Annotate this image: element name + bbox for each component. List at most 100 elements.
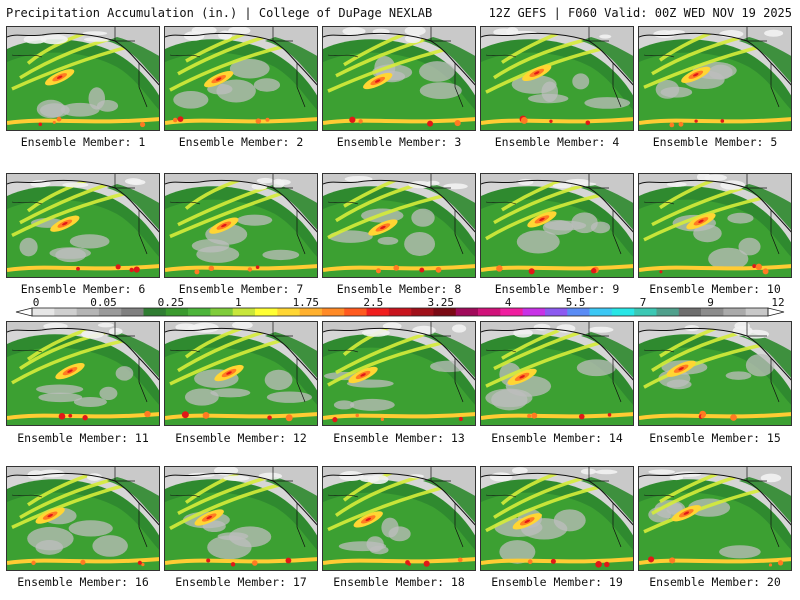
precip-map (7, 467, 159, 570)
ensemble-member-label: Ensemble Member: 14 (491, 431, 623, 445)
ensemble-member-label: Ensemble Member: 15 (649, 431, 781, 445)
legend-swatch (567, 308, 590, 316)
ensemble-member-label: Ensemble Member: 5 (652, 135, 778, 149)
legend-swatch (678, 308, 702, 316)
precip-map (165, 27, 317, 130)
ensemble-member-label: Ensemble Member: 4 (494, 135, 620, 149)
legend-tick-label: 4 (505, 298, 512, 309)
legend-swatch (344, 308, 367, 316)
legend-swatch (32, 308, 55, 316)
legend-tick-label: 12 (771, 298, 784, 309)
legend-tick-label: 0.25 (158, 298, 185, 309)
precip-map (7, 174, 159, 277)
ensemble-member-label: Ensemble Member: 9 (494, 282, 620, 296)
precip-map (323, 322, 475, 425)
precip-map (165, 322, 317, 425)
precip-map (7, 322, 159, 425)
legend-swatch (433, 308, 457, 316)
legend-tick-label: 9 (707, 298, 714, 309)
ensemble-map-panel (6, 173, 160, 278)
legend-swatch (611, 308, 635, 316)
ensemble-map-panel (322, 321, 476, 426)
legend-swatch (500, 308, 523, 316)
legend-swatch (723, 308, 746, 316)
precip-map (323, 174, 475, 277)
ensemble-map-panel (480, 466, 634, 571)
legend-swatch (98, 308, 122, 316)
legend-swatch (121, 308, 144, 316)
ensemble-map-panel (322, 466, 476, 571)
legend-tick-label: 1 (235, 298, 242, 309)
ensemble-member-label: Ensemble Member: 12 (175, 431, 307, 445)
ensemble-member-label: Ensemble Member: 11 (17, 431, 149, 445)
run-info: 12Z GEFS | F060 Valid: 00Z WED NOV 19 20… (488, 6, 792, 20)
precip-map (481, 322, 633, 425)
legend-swatch (188, 308, 211, 316)
ensemble-map-panel (480, 26, 634, 131)
legend-tick-label: 2.5 (363, 298, 383, 309)
precip-map (639, 27, 791, 130)
ensemble-member-label: Ensemble Member: 6 (20, 282, 146, 296)
ensemble-map-panel (480, 321, 634, 426)
legend-swatch (411, 308, 434, 316)
ensemble-member-label: Ensemble Member: 3 (336, 135, 462, 149)
ensemble-member-label: Ensemble Member: 2 (178, 135, 304, 149)
legend-swatch (165, 308, 189, 316)
legend-swatch (634, 308, 657, 316)
precip-map (481, 467, 633, 570)
legend-swatch (143, 308, 167, 316)
legend-swatch (745, 308, 769, 316)
legend-swatch (522, 308, 546, 316)
color-legend: 0 0.05 0.25 1 1.75 2.5 3.25 4 5.5 7 9 12 (15, 298, 785, 317)
ensemble-map-panel (638, 321, 792, 426)
ensemble-map-panel (480, 173, 634, 278)
legend-swatch (321, 308, 345, 316)
precip-map (639, 467, 791, 570)
ensemble-map-panel (164, 466, 318, 571)
legend-swatch (299, 308, 323, 316)
ensemble-member-label: Ensemble Member: 8 (336, 282, 462, 296)
ensemble-map-panel (6, 466, 160, 571)
precip-map (165, 174, 317, 277)
precip-map (481, 174, 633, 277)
legend-swatch (255, 308, 278, 316)
precip-map (7, 27, 159, 130)
ensemble-member-label: Ensemble Member: 16 (17, 575, 149, 589)
legend-swatch (366, 308, 390, 316)
legend-swatch (210, 308, 234, 316)
legend-swatch (54, 308, 77, 316)
legend-tick-label: 0.05 (90, 298, 117, 309)
precip-map (639, 174, 791, 277)
precip-map (481, 27, 633, 130)
ensemble-map-panel (638, 173, 792, 278)
legend-tick-label: 1.75 (293, 298, 320, 309)
legend-swatch (76, 308, 100, 316)
ensemble-map-panel (322, 26, 476, 131)
ensemble-map-panel (164, 321, 318, 426)
legend-swatch (277, 308, 300, 316)
legend-tick-label: 0 (33, 298, 40, 309)
legend-tick-label: 5.5 (566, 298, 586, 309)
legend-swatch (388, 308, 412, 316)
legend-max-arrow (767, 307, 785, 317)
legend-swatch (455, 308, 479, 316)
ensemble-member-label: Ensemble Member: 20 (649, 575, 781, 589)
page-title: Precipitation Accumulation (in.) | Colle… (6, 6, 433, 20)
ensemble-map-panel (322, 173, 476, 278)
ensemble-map-panel (638, 466, 792, 571)
precip-map (165, 467, 317, 570)
ensemble-member-label: Ensemble Member: 18 (333, 575, 465, 589)
ensemble-map-panel (6, 321, 160, 426)
legend-swatch (232, 308, 256, 316)
ensemble-member-label: Ensemble Member: 7 (178, 282, 304, 296)
ensemble-map-panel (164, 173, 318, 278)
precip-map (323, 467, 475, 570)
legend-swatch (544, 308, 568, 316)
legend-tick-label: 7 (640, 298, 647, 309)
legend-swatch (701, 308, 724, 316)
legend-min-arrow (15, 307, 33, 317)
precip-map (323, 27, 475, 130)
ensemble-map-panel (6, 26, 160, 131)
ensemble-map-panel (164, 26, 318, 131)
legend-tick-label: 3.25 (427, 298, 454, 309)
